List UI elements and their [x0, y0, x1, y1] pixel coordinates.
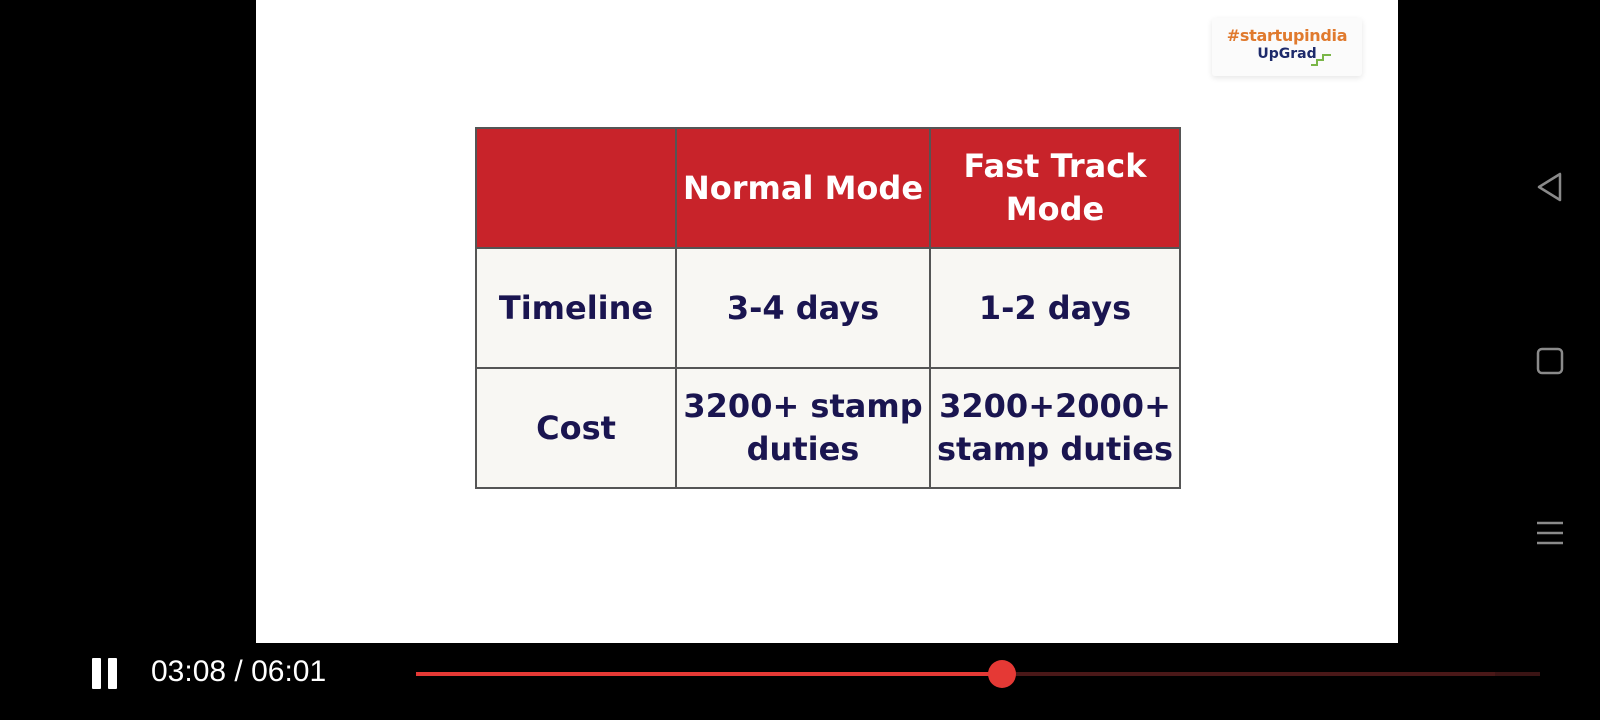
table-cell: 3200+ stamp duties: [675, 367, 931, 489]
home-icon: [1536, 347, 1564, 375]
nav-menu-button[interactable]: [1530, 513, 1570, 553]
current-time: 03:08: [151, 655, 227, 688]
table-header-cell: Fast Track Mode: [929, 127, 1181, 249]
startupindia-upgrad-logo: #startupindia UpGrad: [1212, 18, 1362, 76]
table-cell: 3200+2000+ stamp duties: [929, 367, 1181, 489]
video-frame[interactable]: #startupindia UpGrad Normal Mode Fast Tr…: [256, 0, 1398, 643]
table-header-cell: Normal Mode: [675, 127, 931, 249]
player-controls: 03:08 / 06:01: [0, 643, 1600, 720]
table-header-cell: [475, 127, 677, 249]
logo-stair-icon: [1311, 54, 1331, 66]
table-cell: 1-2 days: [929, 247, 1181, 369]
time-display: 03:08 / 06:01: [151, 655, 326, 689]
back-icon: [1537, 172, 1562, 202]
seek-thumb[interactable]: [987, 660, 1016, 688]
table-row-label: Timeline: [475, 247, 677, 369]
menu-icon: [1537, 521, 1563, 545]
nav-home-button[interactable]: [1530, 341, 1570, 381]
table-row: Timeline 3-4 days 1-2 days: [475, 247, 1181, 369]
seek-bar[interactable]: [416, 660, 1540, 688]
seek-played: [416, 672, 1002, 676]
logo-upgrad-text: UpGrad: [1257, 46, 1317, 62]
table-row: Cost 3200+ stamp duties 3200+2000+ stamp…: [475, 367, 1181, 489]
table-header-row: Normal Mode Fast Track Mode: [475, 127, 1181, 249]
table-row-label: Cost: [475, 367, 677, 489]
logo-startupindia-text: #startupindia: [1226, 26, 1348, 45]
comparison-table: Normal Mode Fast Track Mode Timeline 3-4…: [475, 127, 1181, 489]
time-separator: /: [226, 655, 252, 688]
total-duration: 06:01: [251, 655, 327, 688]
pause-icon: [92, 658, 101, 689]
nav-back-button[interactable]: [1530, 167, 1570, 207]
pause-button[interactable]: [88, 657, 122, 691]
table-cell: 3-4 days: [675, 247, 931, 369]
pause-icon: [108, 658, 117, 689]
